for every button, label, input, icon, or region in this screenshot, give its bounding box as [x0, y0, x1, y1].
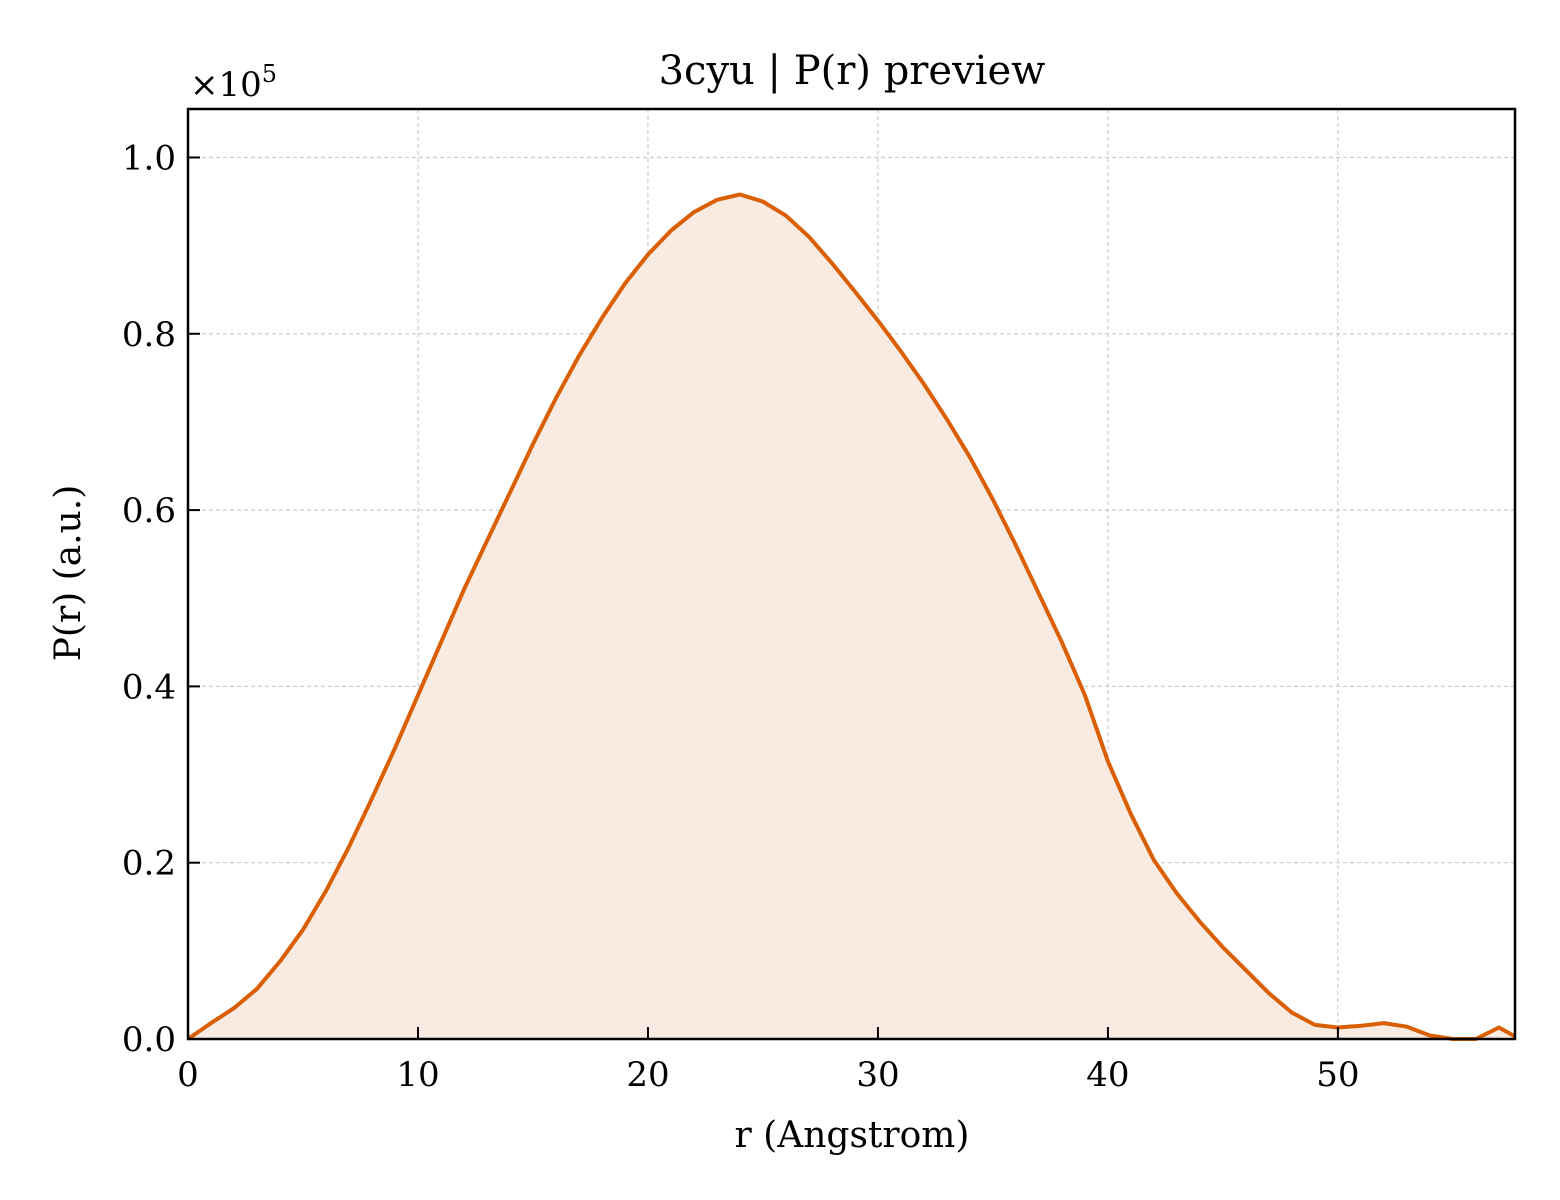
y-tick-label: 0.2: [122, 844, 176, 884]
y-tick-label: 0.0: [122, 1020, 176, 1060]
x-axis-label: r (Angstrom): [735, 1115, 970, 1156]
x-tick-label: 10: [396, 1055, 439, 1095]
y-tick-label: 0.8: [122, 315, 176, 355]
y-offset-label: ×105: [190, 60, 277, 105]
x-tick-label: 50: [1316, 1055, 1359, 1095]
pr-area-fill: [188, 194, 1515, 1039]
y-axis-label: P(r) (a.u.): [48, 485, 89, 662]
x-tick-label: 40: [1086, 1055, 1129, 1095]
axis-ticks: 0 10 20 30 40 50 0.0 0.2 0.4 0.6 0.8 1.0: [122, 138, 1360, 1095]
y-offset-base: ×10: [190, 65, 262, 105]
y-tick-label: 0.6: [122, 491, 176, 531]
y-offset-exponent: 5: [262, 60, 277, 88]
x-tick-label: 20: [626, 1055, 669, 1095]
y-tick-label: 0.4: [122, 667, 176, 707]
chart-title: 3cyu | P(r) preview: [659, 48, 1046, 94]
plot-frame: [186, 107, 1517, 1041]
y-tick-label: 1.0: [122, 138, 176, 178]
x-tick-label: 0: [177, 1055, 199, 1095]
pr-series-line: [186, 192, 1516, 1041]
x-tick-label: 30: [856, 1055, 899, 1095]
